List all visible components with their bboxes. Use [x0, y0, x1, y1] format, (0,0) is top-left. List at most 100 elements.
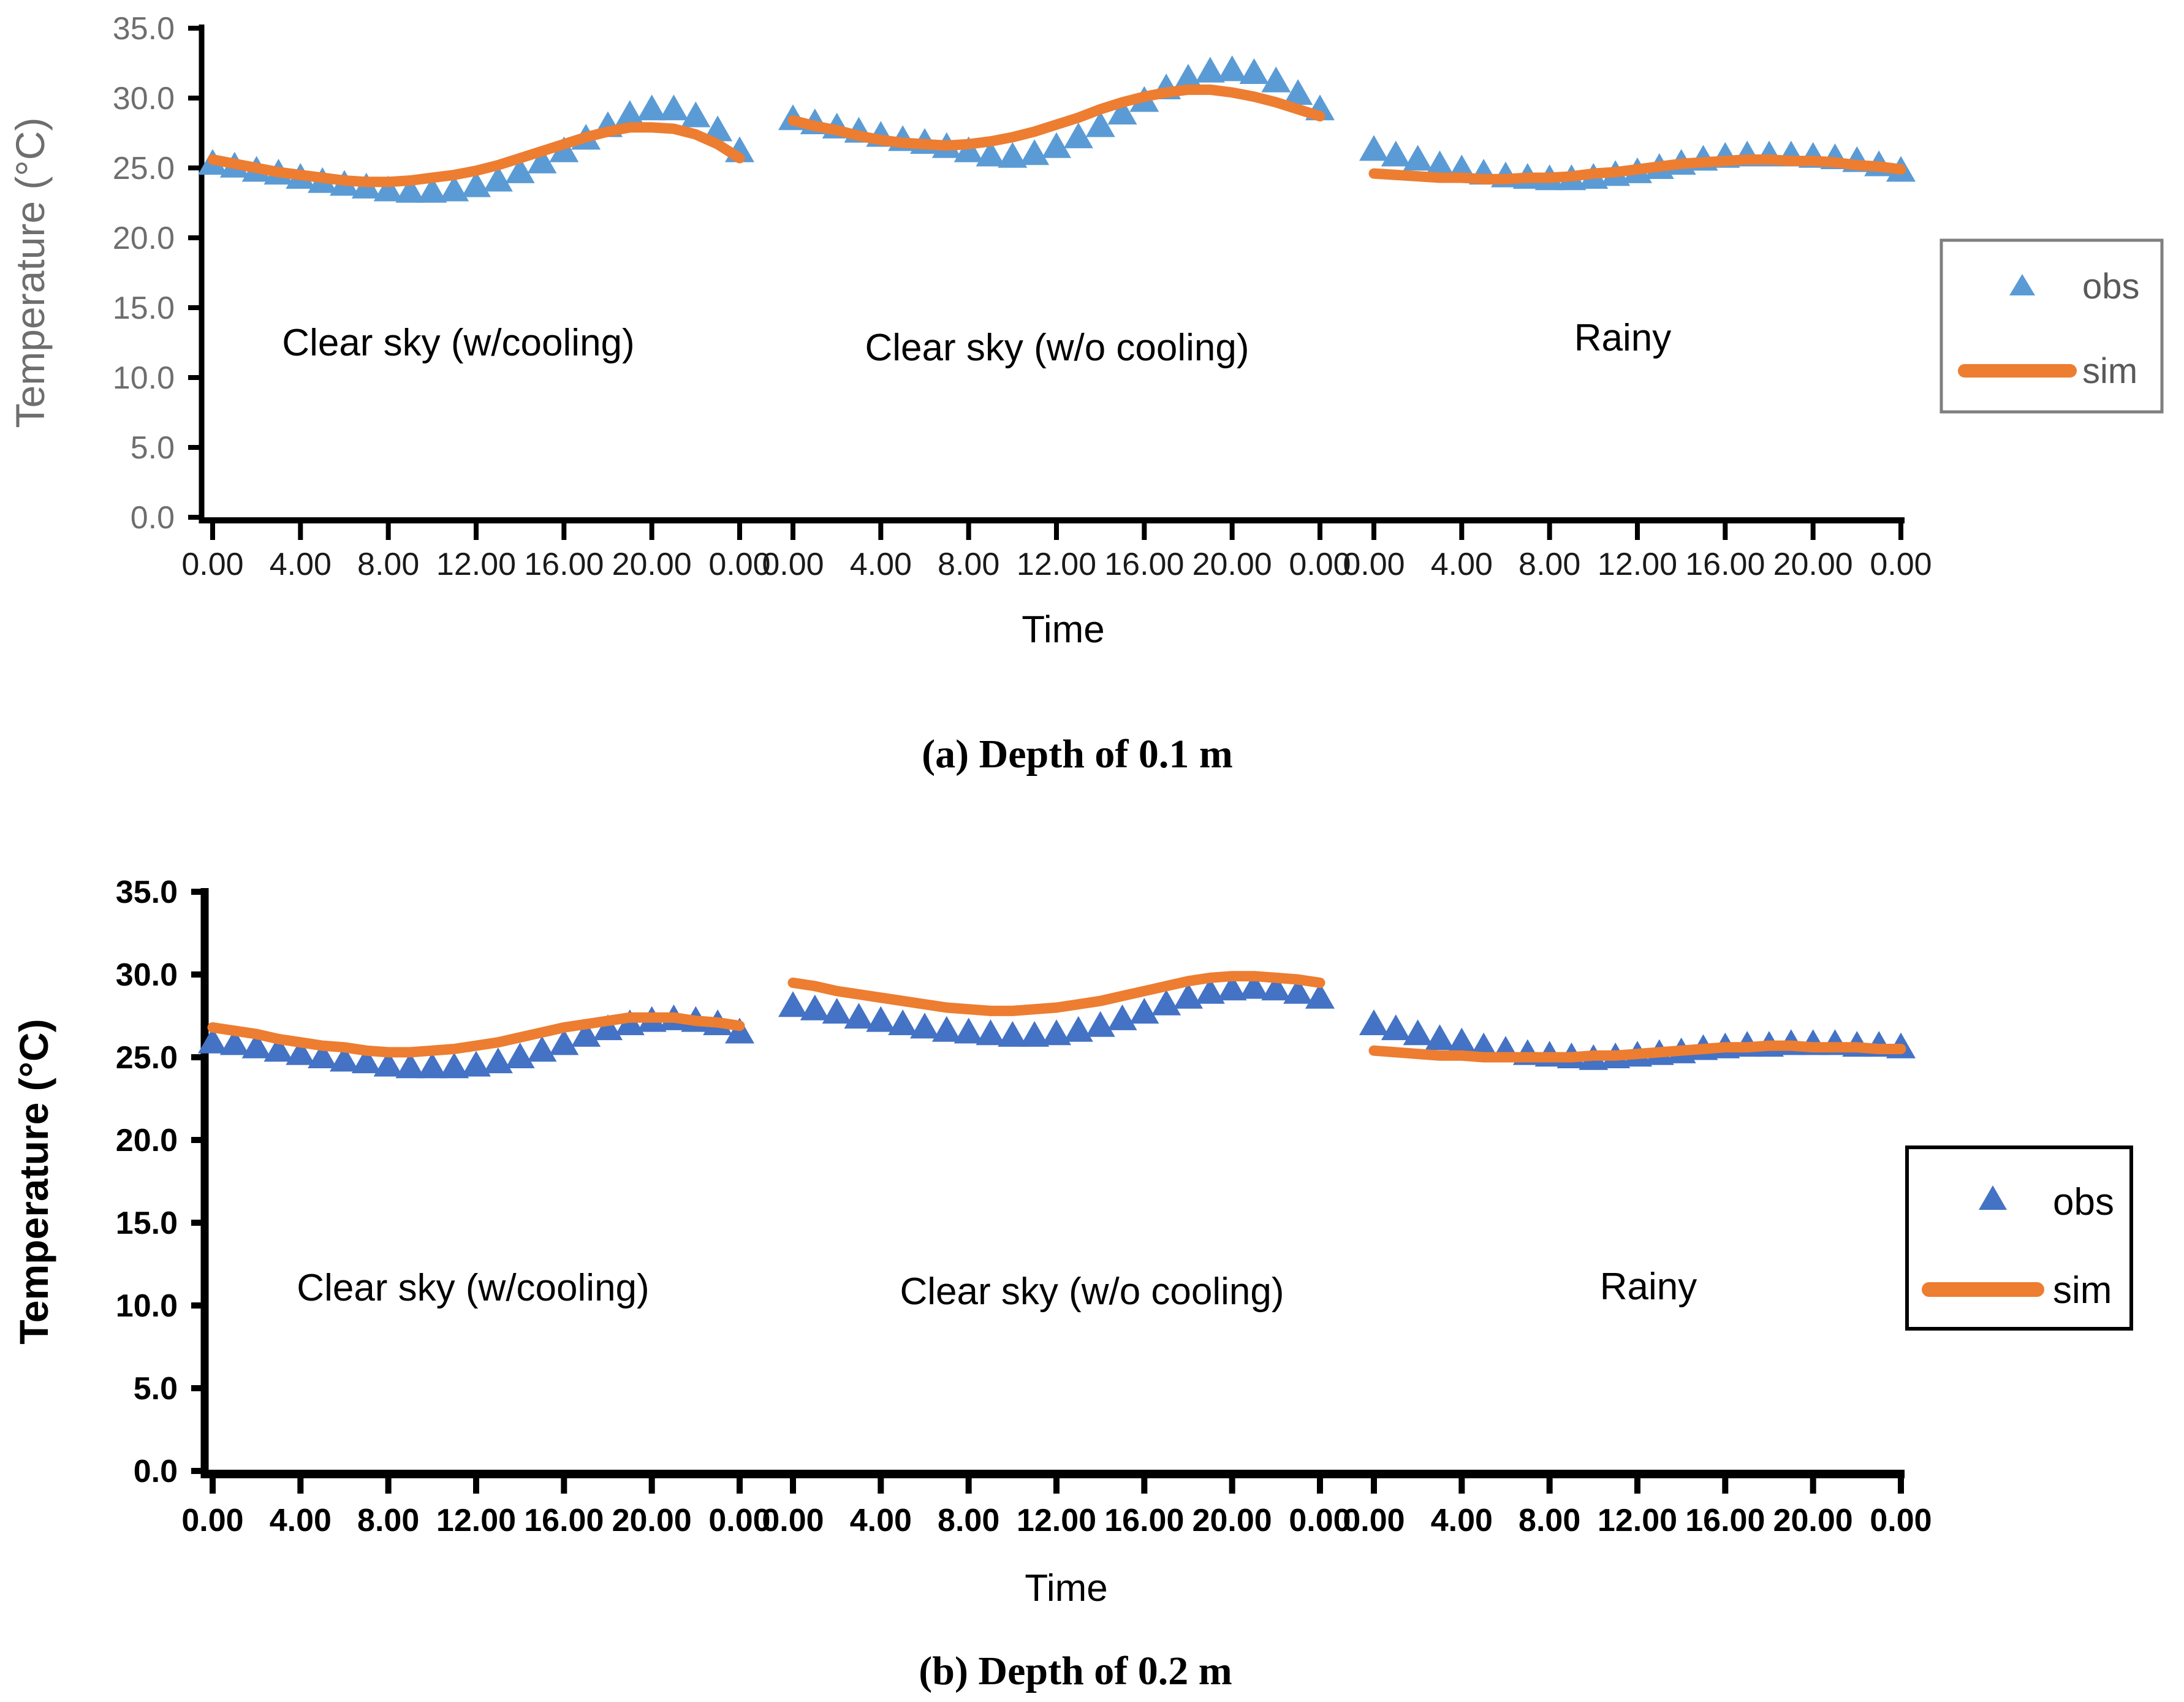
panel-a-legend-sim-label: sim: [2082, 351, 2137, 391]
panel-b-annotation-clear-sky-wo-cooling: Clear sky (w/o cooling): [900, 1271, 1284, 1313]
sim-line: [787, 84, 1325, 151]
obs-marker: [593, 1014, 623, 1041]
panel-a-caption: (a) Depth of 0.1 m: [922, 732, 1233, 777]
x-tick-label: 8.00: [938, 547, 999, 582]
obs-marker: [888, 1009, 918, 1035]
panel-a-legend-box: [1939, 238, 2164, 414]
x-tick-label: 12.00: [436, 1503, 516, 1538]
x-tick-label: 12.00: [1017, 547, 1096, 582]
obs-marker: [778, 991, 808, 1017]
obs-marker: [1063, 122, 1093, 148]
x-tick-label: 8.00: [938, 1503, 999, 1538]
sim-line: [207, 122, 745, 188]
panel-b-plot: 35.030.025.020.015.010.05.00.00.00 4.00 8.…: [116, 875, 1932, 1538]
x-tick-label: 4.00: [850, 547, 912, 582]
x-tick-label: 0.00: [1870, 1503, 1932, 1538]
obs-marker: [439, 1052, 469, 1079]
panel-b-y-axis-title: Temperature (°C): [11, 1019, 56, 1344]
obs-marker: [1063, 1016, 1093, 1042]
obs-marker: [505, 157, 535, 183]
y-tick-label: 0.0: [134, 1454, 178, 1489]
panel-a-annotation-clear-sky-wo-cooling: Clear sky (w/o cooling): [865, 327, 1249, 369]
obs-marker: [395, 177, 425, 203]
y-tick-label: 20.0: [113, 221, 175, 256]
x-tick-label: 8.00: [357, 547, 419, 582]
obs-marker: [351, 1047, 381, 1074]
x-tick-label: 0.00: [762, 547, 824, 582]
x-tick-label: 0.00: [1870, 547, 1932, 582]
obs-marker: [198, 1027, 227, 1054]
sim-line: [787, 971, 1325, 1016]
obs-marker: [461, 171, 491, 197]
obs-marker: [527, 147, 557, 173]
sim-line: [1368, 1040, 1906, 1063]
x-tick-label: 12.00: [436, 547, 516, 582]
obs-marker: [439, 175, 469, 202]
obs-marker: [1107, 99, 1137, 125]
panel-b: 35.030.025.020.015.010.05.00.00.00 4.00 8.…: [11, 875, 2133, 1693]
sim-line: [207, 1012, 745, 1058]
x-tick-label: 12.00: [1017, 1503, 1096, 1538]
obs-marker: [681, 101, 711, 127]
obs-marker: [1283, 978, 1313, 1004]
y-tick-label: 30.0: [116, 957, 178, 993]
x-tick-label: 4.00: [270, 547, 332, 582]
y-tick-label: 35.0: [113, 11, 175, 47]
obs-marker: [1283, 79, 1313, 105]
obs-marker: [1425, 150, 1455, 177]
obs-marker: [1174, 64, 1203, 90]
obs-marker: [373, 1050, 403, 1077]
x-tick-label: 0.00: [708, 547, 770, 582]
y-tick-label: 5.0: [134, 1371, 178, 1407]
x-tick-label: 12.00: [1598, 547, 1677, 582]
panel-a-annotation-rainy: Rainy: [1574, 317, 1672, 359]
y-tick-label: 20.0: [116, 1123, 178, 1158]
obs-marker: [527, 1036, 557, 1062]
y-tick-label: 25.0: [116, 1040, 178, 1076]
obs-marker: [417, 1052, 447, 1079]
panel-a-x-axis-title: Time: [1022, 609, 1104, 651]
x-tick-label: 8.00: [1519, 1503, 1580, 1538]
obs-marker: [998, 1020, 1028, 1047]
obs-marker: [1020, 1020, 1050, 1047]
x-tick-label: 4.00: [1431, 1503, 1493, 1538]
obs-marker: [1403, 1019, 1433, 1046]
obs-marker: [1107, 1004, 1137, 1030]
obs-triangle-icon: [2009, 274, 2035, 295]
x-tick-label: 8.00: [357, 1503, 419, 1538]
obs-marker: [241, 1032, 271, 1058]
obs-marker: [1042, 132, 1071, 158]
x-tick-label: 20.00: [1192, 1503, 1272, 1538]
x-tick-label: 16.00: [524, 547, 604, 582]
x-tick-label: 20.00: [612, 1503, 692, 1538]
x-tick-label: 0.00: [1289, 1503, 1351, 1538]
panel-a-legend-obs-label: obs: [2082, 267, 2140, 306]
x-tick-label: 4.00: [1431, 547, 1493, 582]
obs-marker: [1447, 1027, 1477, 1054]
obs-marker: [1381, 140, 1411, 167]
obs-marker: [417, 177, 447, 203]
y-tick-label: 10.0: [116, 1288, 178, 1324]
obs-marker: [1085, 111, 1115, 137]
obs-marker: [703, 115, 733, 142]
x-tick-label: 0.00: [181, 1503, 243, 1538]
panel-a-plot: 35.030.025.020.015.010.05.00.00.00 4.00 8.…: [113, 11, 1932, 582]
obs-marker: [998, 142, 1028, 168]
obs-marker: [1042, 1019, 1071, 1046]
x-tick-label: 16.00: [524, 1503, 604, 1538]
obs-marker: [844, 1003, 874, 1029]
panel-b-x-axis-title: Time: [1025, 1567, 1107, 1609]
panel-a-y-axis-title: Temperature (°C): [7, 118, 53, 428]
x-tick-label: 0.00: [1343, 1503, 1405, 1538]
obs-marker: [659, 94, 689, 121]
obs-marker: [286, 1039, 316, 1065]
y-tick-label: 30.0: [113, 81, 175, 116]
panel-b-legend-obs-label: obs: [2053, 1181, 2114, 1223]
obs-marker: [822, 998, 852, 1024]
obs-marker: [483, 165, 513, 192]
sim-line: [1368, 154, 1906, 184]
obs-marker: [1305, 982, 1335, 1009]
y-tick-label: 10.0: [113, 360, 175, 396]
obs-marker: [615, 100, 645, 126]
